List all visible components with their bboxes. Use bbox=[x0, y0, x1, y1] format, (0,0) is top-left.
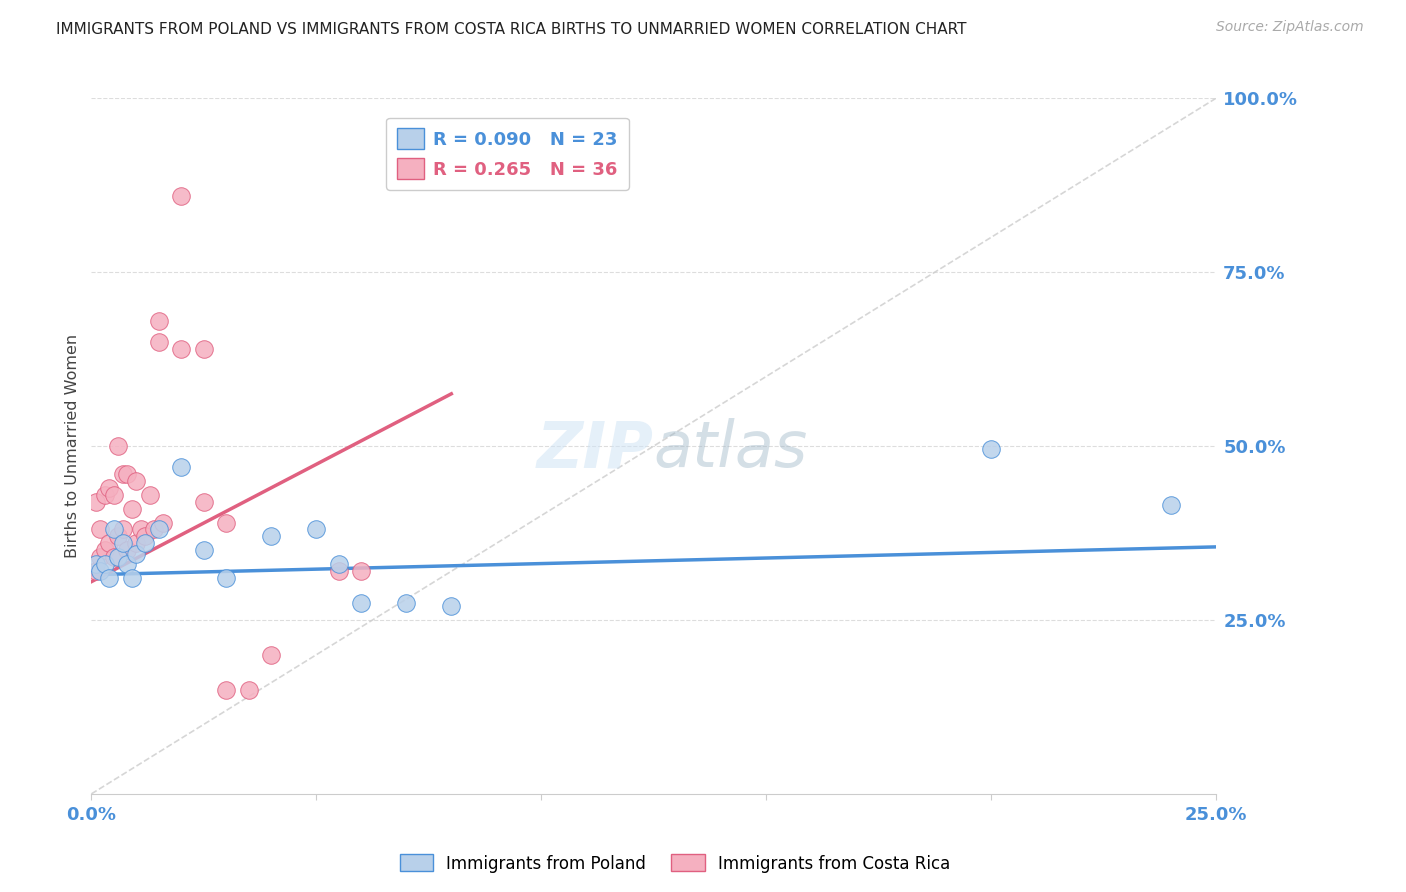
Point bbox=[117, 543, 139, 558]
Text: atlas: atlas bbox=[654, 418, 808, 481]
Point bbox=[134, 536, 156, 550]
Point bbox=[1160, 498, 1182, 512]
Point bbox=[98, 536, 121, 550]
Point bbox=[305, 523, 328, 537]
Point bbox=[134, 529, 156, 543]
Point bbox=[111, 467, 134, 481]
Point bbox=[98, 481, 121, 495]
Point bbox=[107, 529, 129, 543]
Point bbox=[89, 523, 111, 537]
Point bbox=[94, 543, 117, 558]
Point bbox=[193, 543, 215, 558]
Point bbox=[103, 550, 125, 565]
Point bbox=[170, 342, 193, 356]
Point bbox=[121, 501, 143, 516]
Point bbox=[103, 488, 125, 502]
Point bbox=[94, 488, 117, 502]
Point bbox=[148, 334, 170, 349]
Text: Source: ZipAtlas.com: Source: ZipAtlas.com bbox=[1216, 20, 1364, 34]
Point bbox=[440, 599, 463, 613]
Point bbox=[125, 474, 148, 488]
Point bbox=[111, 523, 134, 537]
Point bbox=[139, 488, 162, 502]
Point bbox=[117, 467, 139, 481]
Point bbox=[328, 564, 350, 578]
Point bbox=[125, 536, 148, 550]
Point bbox=[238, 682, 260, 697]
Point bbox=[117, 558, 139, 572]
Point bbox=[148, 523, 170, 537]
Point bbox=[103, 523, 125, 537]
Point bbox=[121, 571, 143, 585]
Point bbox=[107, 439, 129, 453]
Point bbox=[215, 682, 238, 697]
Point bbox=[350, 564, 373, 578]
Y-axis label: Births to Unmarried Women: Births to Unmarried Women bbox=[65, 334, 80, 558]
Point bbox=[395, 596, 418, 610]
Point bbox=[84, 494, 107, 508]
Point bbox=[152, 516, 174, 530]
Point bbox=[170, 459, 193, 474]
Point bbox=[350, 596, 373, 610]
Point bbox=[980, 442, 1002, 457]
Point bbox=[84, 564, 107, 578]
Legend: R = 0.090   N = 23, R = 0.265   N = 36: R = 0.090 N = 23, R = 0.265 N = 36 bbox=[387, 118, 628, 190]
Point bbox=[84, 558, 107, 572]
Point bbox=[111, 536, 134, 550]
Point bbox=[89, 550, 111, 565]
Point bbox=[107, 550, 129, 565]
Point bbox=[89, 564, 111, 578]
Point bbox=[193, 342, 215, 356]
Point bbox=[215, 571, 238, 585]
Point bbox=[260, 648, 283, 662]
Legend: Immigrants from Poland, Immigrants from Costa Rica: Immigrants from Poland, Immigrants from … bbox=[394, 847, 956, 880]
Point bbox=[143, 523, 166, 537]
Point bbox=[328, 558, 350, 572]
Point bbox=[98, 571, 121, 585]
Point bbox=[170, 188, 193, 202]
Text: ZIP: ZIP bbox=[537, 418, 654, 481]
Point bbox=[125, 547, 148, 561]
Point bbox=[148, 314, 170, 328]
Point bbox=[260, 529, 283, 543]
Point bbox=[129, 523, 152, 537]
Text: IMMIGRANTS FROM POLAND VS IMMIGRANTS FROM COSTA RICA BIRTHS TO UNMARRIED WOMEN C: IMMIGRANTS FROM POLAND VS IMMIGRANTS FRO… bbox=[56, 22, 967, 37]
Point bbox=[193, 494, 215, 508]
Point bbox=[94, 558, 117, 572]
Point bbox=[215, 516, 238, 530]
